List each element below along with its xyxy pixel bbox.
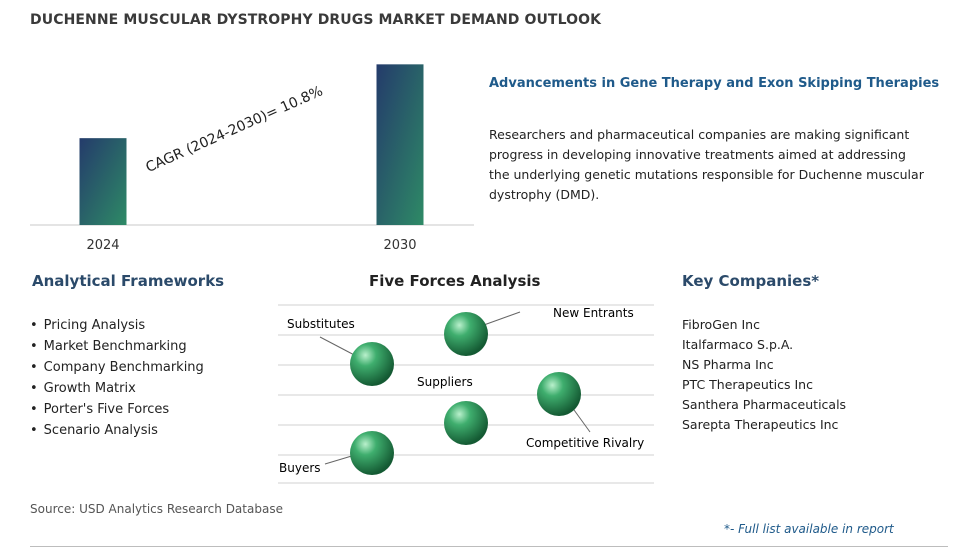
list-item: FibroGen Inc — [682, 317, 760, 332]
list-item: Market Benchmarking — [30, 336, 204, 357]
sphere-competitive-rivalry — [537, 372, 581, 416]
bar-2030 — [376, 64, 424, 225]
frameworks-heading: Analytical Frameworks — [32, 272, 225, 290]
sphere-new-entrants — [444, 312, 488, 356]
page-title: DUCHENNE MUSCULAR DYSTROPHY DRUGS MARKET… — [30, 12, 602, 28]
bar-2024 — [79, 138, 127, 225]
list-item: Porter's Five Forces — [30, 399, 204, 420]
source-note: Source: USD Analytics Research Database — [30, 502, 283, 516]
sphere-substitutes — [350, 342, 394, 386]
trend-description: Researchers and pharmaceutical companies… — [489, 127, 924, 202]
tick-label-2024: 2024 — [86, 238, 119, 253]
tick-label-2030: 2030 — [383, 238, 416, 253]
footnote: *- Full list available in report — [724, 522, 894, 536]
label-new-entrants: New Entrants — [553, 306, 634, 320]
five-forces-heading: Five Forces Analysis — [369, 272, 541, 290]
label-suppliers: Suppliers — [417, 375, 473, 389]
list-item: Pricing Analysis — [30, 315, 204, 336]
companies-list: FibroGen Inc Italfarmaco S.p.A. NS Pharm… — [682, 315, 846, 435]
list-item: Santhera Pharmaceuticals — [682, 397, 847, 412]
sphere-buyers — [350, 431, 394, 475]
trend-title: Advancements in Gene Therapy and Exon Sk… — [489, 76, 940, 91]
list-item: Scenario Analysis — [30, 420, 204, 441]
sphere-suppliers — [444, 401, 488, 445]
bottom-divider — [30, 546, 948, 547]
list-item: NS Pharma Inc — [682, 357, 774, 372]
companies-heading: Key Companies* — [682, 272, 820, 290]
frameworks-list: Pricing Analysis Market Benchmarking Com… — [30, 315, 204, 441]
list-item: Sarepta Therapeutics Inc — [682, 417, 839, 432]
label-buyers: Buyers — [279, 461, 321, 475]
list-item: Company Benchmarking — [30, 357, 204, 378]
list-item: Growth Matrix — [30, 378, 204, 399]
label-substitutes: Substitutes — [287, 317, 355, 331]
list-item: PTC Therapeutics Inc — [682, 377, 813, 392]
label-competitive-rivalry: Competitive Rivalry — [526, 436, 644, 450]
list-item: Italfarmaco S.p.A. — [682, 337, 794, 352]
